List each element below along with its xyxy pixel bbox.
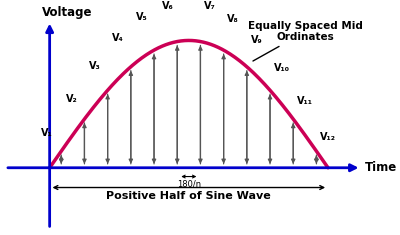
Text: V₂: V₂ xyxy=(66,94,78,104)
Text: Time: Time xyxy=(365,161,397,174)
Text: V₃: V₃ xyxy=(89,60,101,70)
Text: V₄: V₄ xyxy=(112,33,124,43)
Text: Voltage: Voltage xyxy=(42,5,93,19)
Text: V₉: V₉ xyxy=(250,35,262,45)
Text: 180/n: 180/n xyxy=(177,180,201,189)
Text: V₁₂: V₁₂ xyxy=(320,132,336,142)
Text: V₈: V₈ xyxy=(227,14,239,24)
Text: Equally Spaced Mid
Ordinates: Equally Spaced Mid Ordinates xyxy=(248,21,363,61)
Text: Positive Half of Sine Wave: Positive Half of Sine Wave xyxy=(106,191,271,201)
Text: V₁: V₁ xyxy=(41,128,52,138)
Text: V₁₀: V₁₀ xyxy=(274,63,290,73)
Text: V₁₁: V₁₁ xyxy=(297,96,313,106)
Text: V₇: V₇ xyxy=(204,1,216,11)
Text: V₅: V₅ xyxy=(136,12,147,22)
Text: V₆: V₆ xyxy=(162,1,174,11)
